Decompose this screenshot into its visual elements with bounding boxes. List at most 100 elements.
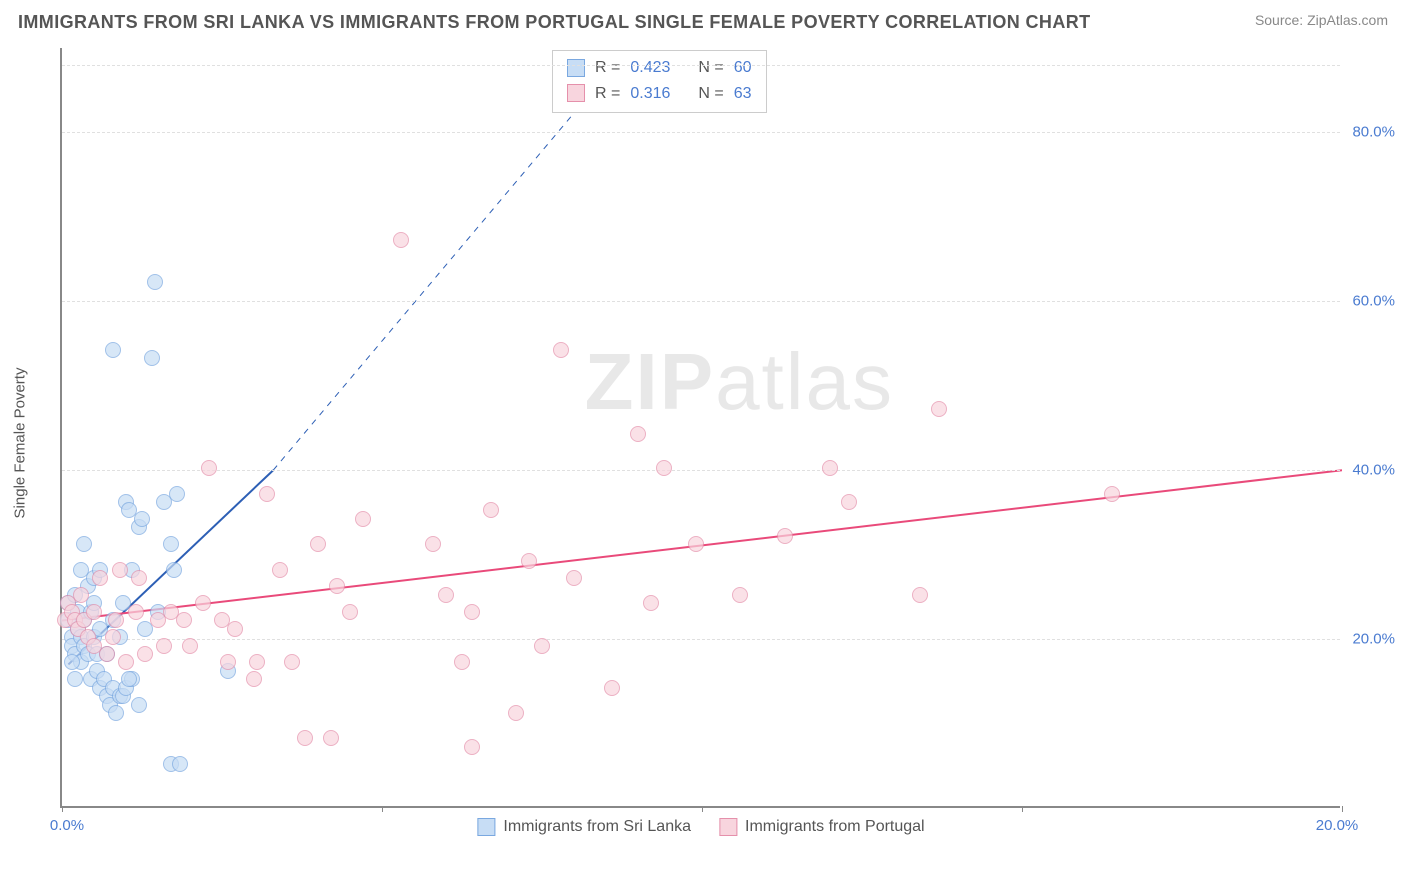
scatter-point-portugal [182,638,198,654]
scatter-point-portugal [272,562,288,578]
stats-r-value: 0.316 [630,81,670,107]
y-tick-label: 60.0% [1352,293,1395,310]
x-tick-mark [382,806,383,812]
legend-item: Immigrants from Sri Lanka [477,818,691,836]
scatter-point-sri_lanka [67,671,83,687]
scatter-point-portugal [630,426,646,442]
scatter-point-portugal [1104,486,1120,502]
scatter-point-portugal [464,604,480,620]
stats-r-label: R = [595,81,620,107]
scatter-point-portugal [259,486,275,502]
scatter-point-portugal [604,680,620,696]
scatter-point-portugal [118,654,134,670]
watermark: ZIPatlas [585,336,894,428]
scatter-point-portugal [220,654,236,670]
chart-header: IMMIGRANTS FROM SRI LANKA VS IMMIGRANTS … [0,0,1406,33]
scatter-point-sri_lanka [73,562,89,578]
scatter-point-portugal [176,612,192,628]
scatter-point-portugal [931,401,947,417]
y-tick-label: 20.0% [1352,631,1395,648]
scatter-point-portugal [108,612,124,628]
legend-label: Immigrants from Sri Lanka [503,818,691,836]
scatter-point-portugal [249,654,265,670]
scatter-point-sri_lanka [169,486,185,502]
scatter-point-portugal [112,562,128,578]
scatter-point-sri_lanka [166,562,182,578]
scatter-point-portugal [201,460,217,476]
scatter-point-portugal [822,460,838,476]
scatter-point-portugal [393,232,409,248]
scatter-point-portugal [92,570,108,586]
scatter-point-portugal [643,595,659,611]
stats-swatch [567,84,585,102]
scatter-point-sri_lanka [108,705,124,721]
legend-item: Immigrants from Portugal [719,818,925,836]
scatter-point-portugal [656,460,672,476]
regression-lines [62,48,1342,808]
scatter-point-sri_lanka [131,697,147,713]
scatter-point-portugal [195,595,211,611]
stats-r-value: 0.423 [630,55,670,81]
scatter-point-sri_lanka [147,274,163,290]
y-axis-label: Single Female Poverty [12,368,29,519]
grid-line [62,132,1340,133]
scatter-point-sri_lanka [172,756,188,772]
scatter-point-portugal [777,528,793,544]
stats-n-value: 63 [734,81,752,107]
plot-region: ZIPatlas R =0.423N =60R =0.316N =63 Immi… [60,48,1340,808]
scatter-point-portugal [310,536,326,552]
scatter-point-portugal [86,604,102,620]
scatter-point-portugal [99,646,115,662]
x-tick-label: 0.0% [50,817,84,834]
scatter-point-portugal [105,629,121,645]
scatter-point-portugal [329,578,345,594]
scatter-point-portugal [227,621,243,637]
source-link[interactable]: ZipAtlas.com [1307,12,1388,28]
scatter-point-portugal [534,638,550,654]
x-tick-mark [702,806,703,812]
scatter-point-portugal [246,671,262,687]
watermark-zip: ZIP [585,337,715,426]
scatter-point-portugal [156,638,172,654]
legend-swatch [477,818,495,836]
scatter-point-sri_lanka [64,654,80,670]
stats-n-label: N = [698,81,723,107]
scatter-point-portugal [342,604,358,620]
source-label: Source: [1255,12,1303,28]
grid-line [62,639,1340,640]
scatter-point-sri_lanka [134,511,150,527]
x-tick-mark [1022,806,1023,812]
grid-line [62,470,1340,471]
scatter-point-portugal [566,570,582,586]
scatter-point-portugal [323,730,339,746]
scatter-point-portugal [454,654,470,670]
scatter-point-sri_lanka [121,671,137,687]
stats-n-value: 60 [734,55,752,81]
scatter-point-portugal [483,502,499,518]
scatter-point-portugal [284,654,300,670]
scatter-point-sri_lanka [144,350,160,366]
scatter-point-portugal [553,342,569,358]
legend-label: Immigrants from Portugal [745,818,925,836]
scatter-point-portugal [508,705,524,721]
stats-row: R = 0.316 N = 63 [567,81,752,107]
scatter-point-portugal [425,536,441,552]
chart-source: Source: ZipAtlas.com [1255,12,1388,28]
scatter-point-portugal [438,587,454,603]
chart-area: Single Female Poverty ZIPatlas R =0.423N… [60,48,1390,838]
chart-title: IMMIGRANTS FROM SRI LANKA VS IMMIGRANTS … [18,12,1091,33]
stats-r-label: R = [595,55,620,81]
scatter-point-portugal [355,511,371,527]
scatter-point-portugal [521,553,537,569]
y-tick-label: 80.0% [1352,124,1395,141]
x-tick-mark [62,806,63,812]
stats-row: R =0.423N =60 [567,55,752,81]
legend: Immigrants from Sri Lanka Immigrants from… [477,818,924,836]
stats-box: R = 0.423 N = 60R = 0.316 N = 63 [552,50,767,113]
watermark-atlas: atlas [715,337,894,426]
grid-line [62,301,1340,302]
scatter-point-sri_lanka [163,536,179,552]
grid-line [62,65,1340,66]
scatter-point-portugal [131,570,147,586]
stats-swatch [567,59,585,77]
